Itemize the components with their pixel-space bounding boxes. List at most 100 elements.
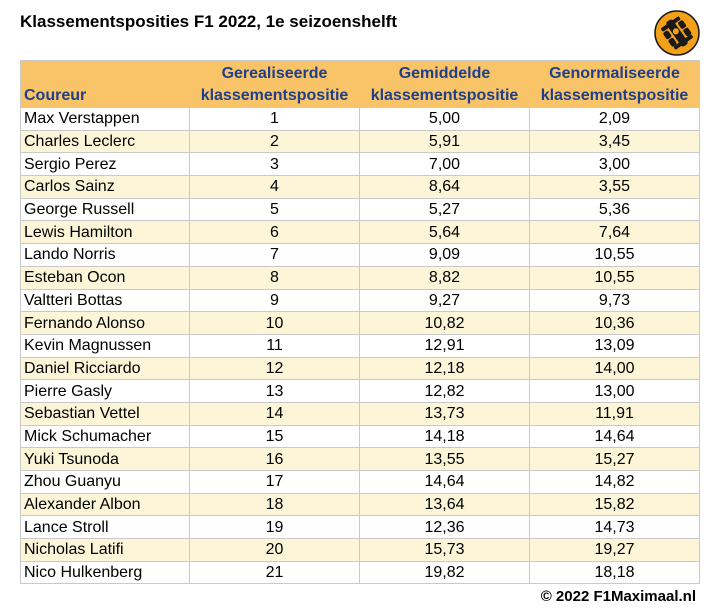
table-row: Esteban Ocon 8 8,82 10,55 — [20, 265, 700, 290]
normalised-position-cell: 14,64 — [529, 424, 700, 449]
average-position-cell: 9,27 — [359, 288, 530, 313]
normalised-position-cell: 15,82 — [529, 492, 700, 517]
average-position-cell: 8,82 — [359, 265, 530, 290]
driver-cell: Lewis Hamilton — [20, 220, 190, 245]
normalised-position-cell: 14,73 — [529, 515, 700, 540]
realised-position-cell: 7 — [189, 243, 360, 267]
realised-position-cell: 6 — [189, 220, 360, 245]
driver-cell: Max Verstappen — [20, 107, 190, 131]
table-row: Valtteri Bottas 9 9,27 9,73 — [20, 288, 700, 313]
realised-position-cell: 12 — [189, 356, 360, 381]
driver-cell: Kevin Magnussen — [20, 333, 190, 358]
table-row: Zhou Guanyu 17 14,64 14,82 — [20, 470, 700, 494]
realised-position-cell: 20 — [189, 538, 360, 562]
driver-cell: Yuki Tsunoda — [20, 447, 190, 471]
driver-cell: Pierre Gasly — [20, 379, 190, 403]
realised-position-cell: 9 — [189, 288, 360, 313]
header-average-line1: Gemiddelde — [398, 65, 491, 82]
normalised-position-cell: 10,55 — [529, 243, 700, 267]
average-position-cell: 15,73 — [359, 538, 530, 562]
realised-position-cell: 1 — [189, 107, 360, 131]
table-row: Lewis Hamilton 6 5,64 7,64 — [20, 220, 700, 245]
table-row: Max Verstappen 1 5,00 2,09 — [20, 107, 700, 131]
driver-cell: Valtteri Bottas — [20, 288, 190, 313]
driver-cell: Charles Leclerc — [20, 129, 190, 154]
realised-position-cell: 8 — [189, 265, 360, 290]
realised-position-cell: 11 — [189, 333, 360, 358]
realised-position-cell: 2 — [189, 129, 360, 154]
table-body: Max Verstappen 1 5,00 2,09 Charles Leclerc 2 5… — [20, 107, 700, 585]
driver-cell: Lando Norris — [20, 243, 190, 267]
normalised-position-cell: 18,18 — [529, 560, 700, 585]
driver-cell: Mick Schumacher — [20, 424, 190, 449]
normalised-position-cell: 3,45 — [529, 129, 700, 154]
normalised-position-cell: 14,00 — [529, 356, 700, 381]
average-position-cell: 8,64 — [359, 175, 530, 199]
driver-cell: Lance Stroll — [20, 515, 190, 540]
standings-table: Coureur Gerealiseerde klassementspositie… — [20, 60, 700, 585]
table-row: Charles Leclerc 2 5,91 3,45 — [20, 129, 700, 154]
realised-position-cell: 17 — [189, 470, 360, 494]
driver-cell: Fernando Alonso — [20, 311, 190, 335]
driver-cell: Carlos Sainz — [20, 175, 190, 199]
realised-position-cell: 15 — [189, 424, 360, 449]
realised-position-cell: 10 — [189, 311, 360, 335]
driver-cell: Zhou Guanyu — [20, 470, 190, 494]
header-realised-line1: Gerealiseerde — [221, 65, 328, 82]
page-title: Klassementsposities F1 2022, 1e seizoens… — [20, 12, 398, 31]
header-normalised-line1: Genormaliseerde — [549, 65, 680, 82]
normalised-position-cell: 2,09 — [529, 107, 700, 131]
average-position-cell: 12,18 — [359, 356, 530, 381]
average-position-cell: 5,27 — [359, 197, 530, 222]
average-position-cell: 12,36 — [359, 515, 530, 540]
driver-cell: Nicholas Latifi — [20, 538, 190, 562]
average-position-cell: 14,18 — [359, 424, 530, 449]
driver-cell: Daniel Ricciardo — [20, 356, 190, 381]
driver-cell: Sebastian Vettel — [20, 401, 190, 426]
average-position-cell: 7,00 — [359, 152, 530, 177]
table-row: Daniel Ricciardo 12 12,18 14,00 — [20, 356, 700, 381]
average-position-cell: 5,64 — [359, 220, 530, 245]
average-position-cell: 12,82 — [359, 379, 530, 403]
header-driver: Coureur — [20, 60, 190, 108]
table-row: Lando Norris 7 9,09 10,55 — [20, 243, 700, 267]
table-row: Nico Hulkenberg 21 19,82 18,18 — [20, 560, 700, 585]
realised-position-cell: 18 — [189, 492, 360, 517]
normalised-position-cell: 5,36 — [529, 197, 700, 222]
average-position-cell: 19,82 — [359, 560, 530, 585]
header-normalised-line2: klassementspositie — [540, 87, 689, 104]
table-row: Pierre Gasly 13 12,82 13,00 — [20, 379, 700, 403]
normalised-position-cell: 3,55 — [529, 175, 700, 199]
average-position-cell: 13,55 — [359, 447, 530, 471]
table-row: Yuki Tsunoda 16 13,55 15,27 — [20, 447, 700, 471]
normalised-position-cell: 7,64 — [529, 220, 700, 245]
table-row: Sebastian Vettel 14 13,73 11,91 — [20, 401, 700, 426]
driver-cell: Nico Hulkenberg — [20, 560, 190, 585]
normalised-position-cell: 15,27 — [529, 447, 700, 471]
average-position-cell: 5,00 — [359, 107, 530, 131]
table-row: George Russell 5 5,27 5,36 — [20, 197, 700, 222]
normalised-position-cell: 10,55 — [529, 265, 700, 290]
average-position-cell: 9,09 — [359, 243, 530, 267]
normalised-position-cell: 13,00 — [529, 379, 700, 403]
driver-cell: George Russell — [20, 197, 190, 222]
normalised-position-cell: 19,27 — [529, 538, 700, 562]
table-header-row: Coureur Gerealiseerde klassementspositie… — [20, 60, 700, 108]
header-average: Gemiddelde klassementspositie — [359, 60, 530, 108]
realised-position-cell: 19 — [189, 515, 360, 540]
average-position-cell: 13,73 — [359, 401, 530, 426]
average-position-cell: 10,82 — [359, 311, 530, 335]
table-row: Mick Schumacher 15 14,18 14,64 — [20, 424, 700, 449]
normalised-position-cell: 9,73 — [529, 288, 700, 313]
header-realised: Gerealiseerde klassementspositie — [189, 60, 360, 108]
driver-cell: Sergio Perez — [20, 152, 190, 177]
header-realised-line2: klassementspositie — [200, 87, 349, 104]
realised-position-cell: 16 — [189, 447, 360, 471]
driver-cell: Alexander Albon — [20, 492, 190, 517]
realised-position-cell: 5 — [189, 197, 360, 222]
realised-position-cell: 3 — [189, 152, 360, 177]
race-car-wheel-icon — [654, 10, 700, 56]
normalised-position-cell: 3,00 — [529, 152, 700, 177]
average-position-cell: 12,91 — [359, 333, 530, 358]
table-row: Carlos Sainz 4 8,64 3,55 — [20, 175, 700, 199]
